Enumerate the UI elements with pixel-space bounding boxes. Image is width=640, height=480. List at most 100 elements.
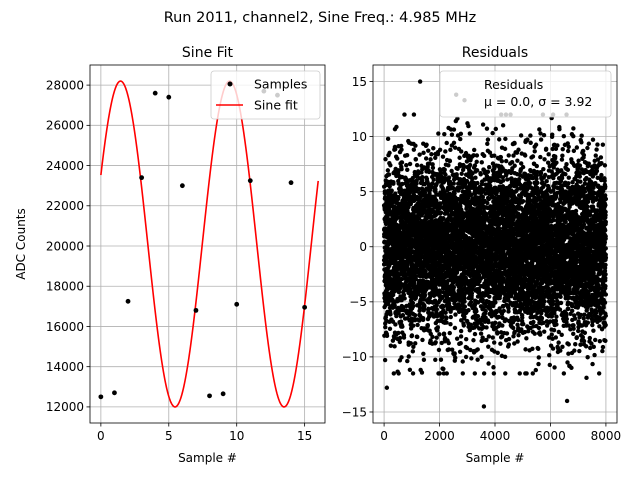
sine-fit-plot-area (90, 65, 325, 423)
sine-fit-y-axis-label: ADC Counts (14, 208, 28, 280)
residual-point (449, 168, 454, 174)
residual-point (411, 323, 416, 328)
sample-point (220, 391, 226, 397)
residual-point (502, 354, 508, 360)
residual-point (510, 325, 516, 331)
residual-point (467, 131, 473, 136)
residual-point (390, 292, 396, 298)
residual-point (422, 303, 427, 309)
residual-point (466, 307, 471, 313)
residual-point (408, 201, 413, 206)
residual-point (462, 304, 468, 309)
sine-fit-y-tick-label: 24000 (46, 159, 84, 173)
residual-point (414, 162, 420, 168)
residual-point (447, 330, 452, 336)
residual-point (503, 136, 508, 142)
residual-point (420, 337, 425, 343)
residual-point (402, 112, 407, 117)
residual-point (472, 147, 477, 153)
residual-point (448, 314, 453, 320)
sample-point (247, 178, 253, 184)
residual-point (431, 177, 436, 182)
residual-point (458, 328, 464, 334)
residual-point (387, 150, 392, 156)
sample-point (139, 175, 145, 181)
residual-point (385, 136, 391, 142)
residual-point (441, 331, 447, 336)
residual-point (451, 285, 457, 290)
residual-point (410, 371, 416, 376)
residual-point (460, 359, 465, 364)
residual-point (506, 306, 511, 311)
residual-point (485, 169, 491, 174)
residuals-points-group (381, 79, 609, 409)
sine-fit-x-ticks: 0 5 10 15 (97, 423, 312, 443)
residual-point (397, 335, 403, 341)
residual-point (463, 354, 469, 360)
residual-point (509, 160, 515, 165)
residual-point (459, 171, 464, 176)
residual-point (451, 181, 456, 186)
residual-point (392, 344, 397, 349)
residual-point (451, 127, 457, 132)
residual-point (472, 371, 478, 376)
residual-point (415, 322, 420, 328)
sine-fit-x-tick-label: 15 (297, 429, 312, 443)
residual-point (452, 351, 457, 356)
residual-point (405, 358, 410, 364)
residual-point (434, 307, 439, 312)
residual-point (443, 310, 448, 315)
sine-fit-grid (90, 65, 325, 423)
residual-point (433, 340, 438, 345)
residual-point (478, 172, 483, 177)
residual-point (492, 153, 497, 158)
sample-point (98, 394, 104, 400)
sine-fit-curve (100, 80, 320, 408)
residual-point (441, 366, 446, 372)
residual-point (516, 317, 521, 323)
residual-point (500, 323, 505, 328)
residual-point (389, 188, 394, 193)
residual-point (506, 153, 511, 158)
residual-point (383, 324, 388, 330)
residual-point (416, 216, 422, 221)
sine-fit-y-tick-label: 22000 (46, 199, 84, 213)
sine-fit-x-axis-label: Sample # (178, 451, 237, 465)
sample-point (288, 180, 294, 186)
residual-point (396, 194, 401, 200)
residual-point (462, 314, 467, 319)
residual-point (453, 312, 458, 317)
residual-point (385, 168, 391, 173)
residual-point (392, 289, 397, 294)
residual-point (423, 269, 428, 274)
residual-point (395, 156, 400, 161)
residual-point (479, 160, 484, 165)
residual-point (459, 149, 464, 154)
residual-point (479, 354, 484, 360)
sample-point (166, 94, 172, 100)
residual-point (512, 141, 517, 146)
sine-fit-title: Sine Fit (182, 45, 234, 61)
residual-point (419, 370, 425, 375)
residual-point (424, 142, 429, 147)
residual-point (426, 148, 431, 153)
residual-point (412, 280, 417, 286)
residual-point (469, 291, 474, 296)
residual-point (512, 163, 517, 168)
residual-point (388, 343, 394, 348)
residual-point (480, 297, 485, 302)
residual-point (382, 357, 388, 363)
residual-point (408, 341, 414, 346)
residual-point (420, 178, 425, 183)
residual-point (447, 158, 453, 164)
residual-point (393, 146, 398, 152)
residual-point (483, 308, 488, 314)
residual-point (442, 167, 447, 172)
sample-point (112, 390, 117, 396)
residual-point (421, 351, 426, 357)
residual-point (452, 145, 458, 150)
residual-point (453, 355, 458, 360)
residual-point (420, 316, 426, 321)
sample-point (302, 304, 308, 310)
residual-point (469, 356, 474, 361)
